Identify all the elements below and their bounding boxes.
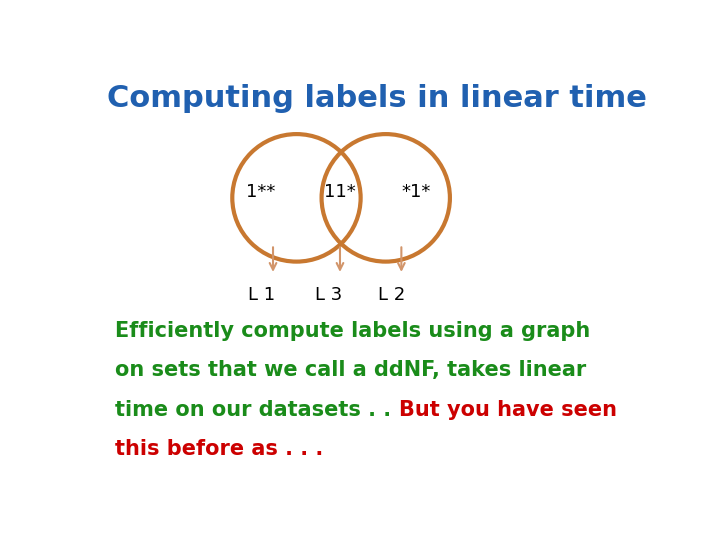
- Text: *1*: *1*: [402, 183, 431, 201]
- Text: Efficiently compute labels using a graph: Efficiently compute labels using a graph: [115, 321, 590, 341]
- Text: L 1: L 1: [248, 286, 276, 304]
- Text: 1**: 1**: [246, 183, 275, 201]
- Text: L 2: L 2: [378, 286, 405, 304]
- Text: on sets that we call a ddNF, takes linear: on sets that we call a ddNF, takes linea…: [115, 360, 586, 380]
- Text: L 3: L 3: [315, 286, 343, 304]
- Text: But you have seen: But you have seen: [399, 400, 617, 420]
- Text: 11*: 11*: [324, 183, 356, 201]
- Text: Computing labels in linear time: Computing labels in linear time: [107, 84, 647, 112]
- Text: time on our datasets . .: time on our datasets . .: [115, 400, 398, 420]
- Text: this before as . . .: this before as . . .: [115, 439, 323, 459]
